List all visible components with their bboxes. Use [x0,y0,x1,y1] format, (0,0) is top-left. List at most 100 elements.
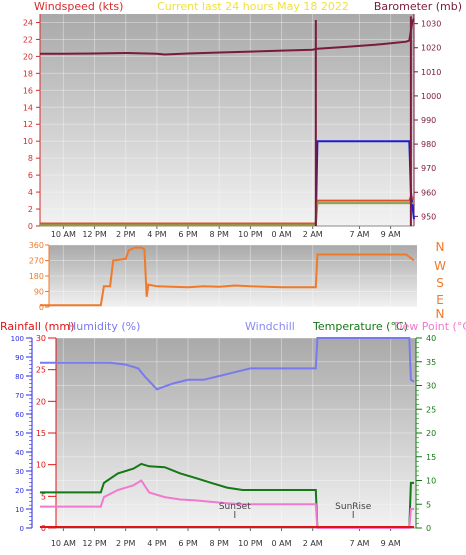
temperature-tick-label: 25 [426,405,436,414]
x-tick-label-top: 2 AM [303,230,323,239]
rain-tick-label: 5 [41,492,46,501]
barometer-axis-title: Barometer (mb) [374,0,462,13]
windspeed-tick-label: 0 [28,222,33,231]
legend-rainfall: Rainfall (mm) [0,320,74,333]
barometer-tick-label: 990 [421,116,436,125]
windspeed-tick-label: 24 [23,18,33,27]
barometer-tick-label: 1000 [421,92,441,101]
barometer-tick-label: 1020 [421,44,441,53]
rain-tick-label: 30 [36,334,46,343]
x-tick-label-bottom: 7 AM [349,539,369,548]
x-tick-label-bottom: 2 AM [303,539,323,548]
temperature-tick-label: 30 [426,382,436,391]
temperature-tick-label: 15 [426,453,436,462]
x-tick-label-top: 12 PM [82,230,107,239]
legend-temperature: Temperature (°C) [312,320,408,333]
compass-label-n: N [436,307,445,321]
windspeed-tick-label: 6 [28,171,33,180]
temperature-tick-label: 5 [426,500,431,509]
rain-tick-label: 20 [36,397,46,406]
x-tick-label-bottom: 0 AM [272,539,292,548]
temperature-tick-label: 35 [426,358,436,367]
windspeed-axis-title: Windspeed (kts) [34,0,123,13]
barometer-tick-label: 970 [421,164,436,173]
x-tick-label-bottom: 10 AM [51,539,76,548]
humidity-tick-label: 10 [15,506,24,514]
windspeed-tick-label: 22 [23,35,33,44]
direction-tick-label: 360 [29,241,44,250]
windspeed-tick-label: 8 [28,154,33,163]
direction-tick-label: 0 [39,303,44,312]
windspeed-tick-label: 12 [23,120,33,129]
x-tick-label-top: 8 PM [210,230,229,239]
windspeed-tick-label: 2 [28,205,33,214]
windspeed-tick-label: 10 [23,137,33,146]
barometer-tick-label: 950 [421,212,436,221]
x-tick-label-top: 0 AM [272,230,292,239]
x-tick-label-top: 10 AM [51,230,76,239]
data-series [40,16,415,529]
temperature-tick-label: 40 [426,334,436,343]
barometer-tick-label: 960 [421,188,436,197]
temperature-tick-label: 0 [426,524,431,533]
humidity-tick-label: 50 [15,430,24,438]
humidity-tick-label: 60 [15,411,24,419]
rain-tick-label: 0 [41,524,46,533]
humidity-tick-label: 20 [15,487,24,495]
temperature-tick-label: 20 [426,429,436,438]
direction-tick-label: 270 [29,257,44,266]
annotation-sunset: SunSet [219,502,251,512]
humidity-tick-label: 80 [15,373,24,381]
series-barometer-mb [40,18,415,56]
temperature-tick-label: 10 [426,477,436,486]
humidity-tick-label: 90 [15,354,24,362]
x-tick-label-bottom: 4 PM [147,539,166,548]
humidity-tick-label: 40 [15,449,24,457]
x-tick-label-bottom: 2 PM [116,539,135,548]
barometer-tick-label: 1010 [421,68,441,77]
barometer-tick-label: 980 [421,140,436,149]
x-tick-label-top: 7 AM [349,230,369,239]
x-tick-label-top: 2 PM [116,230,135,239]
wind-panel-background [40,14,414,226]
x-tick-label-bottom: 9 AM [381,539,401,548]
barometer-tick-label: 1030 [421,20,441,29]
x-tick-label-top: 4 PM [147,230,166,239]
temperature-panel-background [56,338,416,528]
x-tick-label-top: 9 AM [381,230,401,239]
x-tick-label-top: 10 PM [238,230,263,239]
legend-dewpoint: Dew Point (°C) [394,320,466,333]
series-humidity [40,337,415,391]
x-tick-label-bottom: 6 PM [178,539,197,548]
windspeed-tick-label: 20 [23,52,33,61]
windspeed-tick-label: 4 [28,188,33,197]
compass-label-s: S [436,276,444,290]
chart-title: Current last 24 hours May 18 2022 [157,0,349,13]
rain-tick-label: 10 [36,461,46,470]
windspeed-tick-label: 18 [23,69,33,78]
x-tick-label-bottom: 8 PM [210,539,229,548]
humidity-tick-label: 100 [11,335,24,343]
humidity-tick-label: 70 [15,392,24,400]
windspeed-tick-label: 14 [23,103,33,112]
direction-tick-label: 90 [34,288,44,297]
windspeed-tick-label: 16 [23,86,33,95]
humidity-tick-label: 0 [20,525,24,533]
tick-labels: 0246810121416182022249509609709809901000… [11,18,446,548]
compass-label-n: N [436,240,445,254]
series-wind-direction [40,246,415,307]
annotation-sunrise: SunRise [335,502,372,512]
rain-tick-label: 25 [36,366,46,375]
direction-tick-label: 180 [29,272,44,281]
legend-windchill: Windchill [245,320,295,333]
rain-tick-label: 15 [36,429,46,438]
x-tick-label-bottom: 10 PM [238,539,263,548]
x-tick-label-top: 6 PM [178,230,197,239]
x-tick-label-bottom: 12 PM [82,539,107,548]
humidity-tick-label: 30 [15,468,24,476]
compass-label-e: E [436,293,444,307]
series-dew-point-c [40,479,414,529]
legend-humidity: Humidity (%) [68,320,140,333]
